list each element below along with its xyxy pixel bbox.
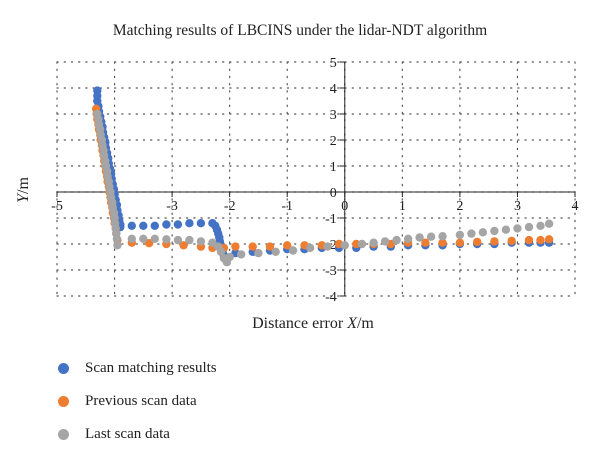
data-point-series-2 bbox=[524, 222, 534, 232]
x-tick-label: 0 bbox=[341, 199, 348, 214]
y-tick-label: 5 bbox=[330, 56, 337, 71]
data-point-series-1 bbox=[283, 241, 292, 250]
data-point-series-2 bbox=[415, 233, 424, 242]
data-point-series-2 bbox=[139, 234, 148, 243]
data-point-series-1 bbox=[438, 238, 447, 247]
data-point-series-2 bbox=[490, 226, 499, 236]
y-tick-label: -4 bbox=[325, 290, 337, 305]
chart-title: Matching results of LBCINS under the lid… bbox=[112, 22, 488, 39]
legend-label: Last scan data bbox=[85, 426, 170, 442]
y-tick-label: 4 bbox=[330, 82, 337, 97]
data-point-series-2 bbox=[225, 252, 234, 262]
data-point-series-2 bbox=[467, 229, 476, 238]
axes bbox=[56, 61, 576, 297]
data-point-series-0 bbox=[139, 221, 148, 230]
data-point-series-2 bbox=[340, 241, 349, 250]
data-point-series-2 bbox=[536, 221, 545, 230]
data-point-series-1 bbox=[231, 242, 240, 251]
data-point-series-0 bbox=[150, 221, 159, 230]
data-point-series-0 bbox=[127, 221, 136, 230]
x-tick-label: 3 bbox=[514, 199, 521, 214]
data-point-series-1 bbox=[265, 242, 275, 251]
data-point-series-2 bbox=[392, 235, 401, 245]
data-point-series-2 bbox=[501, 225, 511, 234]
legend-marker-blue bbox=[58, 363, 69, 374]
data-point-series-1 bbox=[524, 235, 534, 245]
x-tick-label: 2 bbox=[456, 199, 463, 214]
data-point-series-2 bbox=[271, 247, 280, 256]
data-point-series-1 bbox=[507, 236, 516, 246]
legend-label: Scan matching results bbox=[85, 360, 217, 376]
data-point-series-2 bbox=[150, 234, 159, 243]
data-point-series-2 bbox=[254, 248, 263, 258]
x-tick-label: 4 bbox=[572, 199, 579, 214]
data-point-series-1 bbox=[473, 237, 482, 247]
data-point-series-2 bbox=[112, 234, 122, 243]
y-tick-label: 2 bbox=[330, 134, 337, 149]
y-axis-label: Y/m bbox=[15, 177, 32, 203]
data-point-series-1 bbox=[248, 242, 257, 251]
legend-item-last-scan: Last scan data bbox=[58, 426, 170, 443]
legend-marker-gray bbox=[58, 429, 69, 440]
data-point-series-2 bbox=[196, 237, 206, 246]
data-point-series-2 bbox=[237, 250, 246, 259]
grid bbox=[56, 61, 576, 297]
data-point-series-2 bbox=[113, 241, 122, 250]
legend-label: Previous scan data bbox=[85, 393, 197, 409]
data-point-series-2 bbox=[173, 235, 183, 245]
x-tick-label: -1 bbox=[281, 199, 293, 214]
data-point-series-0 bbox=[162, 220, 171, 229]
y-tick-label: -1 bbox=[325, 212, 337, 227]
data-point-series-2 bbox=[455, 230, 465, 240]
data-point-series-1 bbox=[144, 239, 154, 248]
data-point-series-2 bbox=[216, 247, 226, 256]
data-point-series-1 bbox=[455, 238, 465, 247]
legend-marker-orange bbox=[58, 396, 69, 407]
data-point-series-0 bbox=[196, 219, 206, 228]
data-point-series-2 bbox=[426, 232, 436, 241]
data-point-series-2 bbox=[369, 238, 378, 247]
data-point-series-1 bbox=[490, 237, 499, 246]
data-point-series-0 bbox=[173, 220, 183, 229]
x-tick-label: -5 bbox=[51, 199, 63, 214]
data-point-series-2 bbox=[380, 237, 390, 246]
y-tick-label: 0 bbox=[330, 186, 337, 201]
x-tick-label: -3 bbox=[166, 199, 178, 214]
y-tick-label: 3 bbox=[330, 108, 337, 123]
legend-item-previous-scan: Previous scan data bbox=[58, 393, 197, 410]
data-point-series-2 bbox=[306, 243, 315, 253]
data-point-series-2 bbox=[288, 246, 298, 255]
data-point-series-2 bbox=[438, 232, 447, 241]
data-point-series-1 bbox=[421, 238, 430, 247]
legend-item-scan-matching: Scan matching results bbox=[58, 360, 217, 377]
data-point-series-2 bbox=[162, 235, 171, 244]
data-point-series-2 bbox=[513, 224, 522, 233]
data-point-series-1 bbox=[179, 241, 188, 250]
data-point-series-0 bbox=[185, 219, 194, 228]
x-axis-label: Distance error X/m bbox=[252, 315, 374, 332]
data-point-series-1 bbox=[544, 235, 554, 244]
data-point-series-2 bbox=[185, 235, 194, 245]
x-tick-label: -2 bbox=[224, 199, 236, 214]
data-point-series-1 bbox=[536, 235, 545, 245]
data-point-series-2 bbox=[478, 228, 488, 237]
y-tick-label: 1 bbox=[330, 160, 337, 175]
x-tick-label: 1 bbox=[399, 199, 406, 214]
data-point-series-2 bbox=[127, 234, 136, 243]
data-point-series-2 bbox=[323, 242, 332, 251]
data-point-series-2 bbox=[403, 234, 413, 243]
data-point-series-2 bbox=[357, 239, 367, 249]
data-point-series-2 bbox=[544, 219, 554, 228]
data-points bbox=[91, 86, 554, 267]
y-tick-label: -3 bbox=[325, 264, 337, 279]
